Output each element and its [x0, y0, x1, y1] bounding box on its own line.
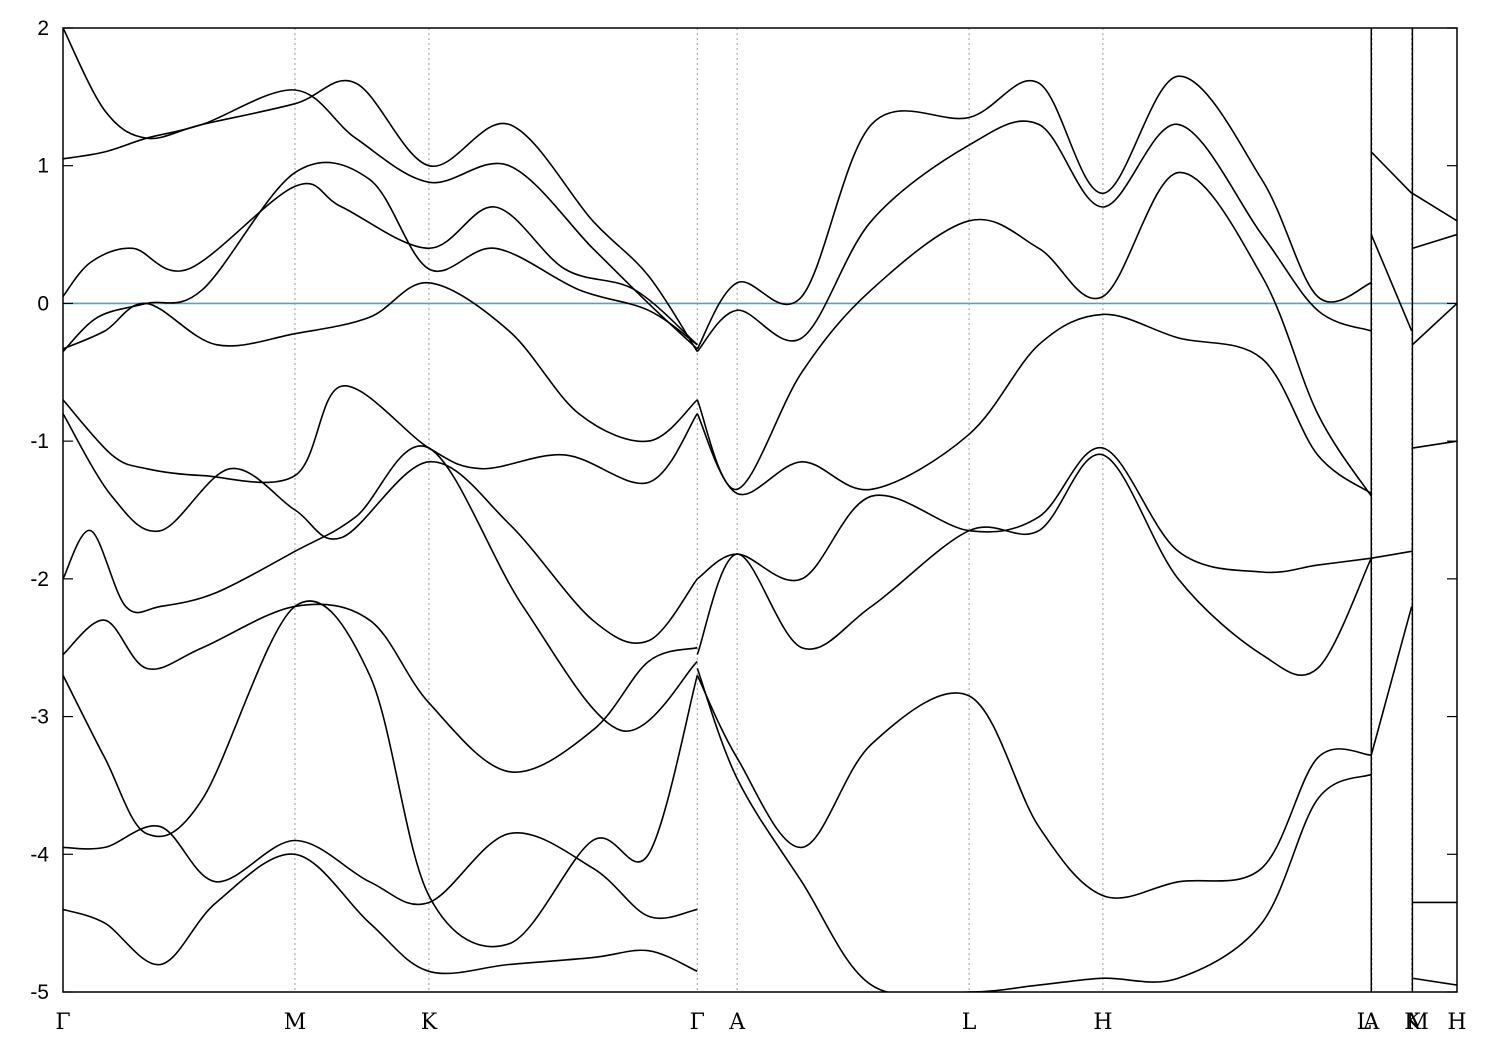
y-tick-label-7: 2: [37, 17, 49, 40]
band-line-21: [1370, 606, 1413, 756]
y-tick-label-5: 0: [37, 292, 49, 315]
band-line-1: [63, 89, 698, 350]
y-tick-label-0: -5: [30, 981, 49, 1004]
band-line-12: [696, 75, 1372, 350]
x-tick-label-8: L: [1357, 1010, 1372, 1035]
x-tick-label-7: A: [1362, 1010, 1380, 1035]
band-line-2: [63, 182, 698, 346]
band-line-24: [1411, 192, 1457, 222]
plot-frame: [62, 27, 1458, 993]
band-line-25: [1412, 233, 1457, 250]
x-tick-label-10: K: [1404, 1010, 1421, 1035]
y-tick-label-1: -4: [30, 843, 49, 866]
x-axis: Γ M K Γ A L H AL MK H: [55, 1010, 1466, 1035]
band-line-6: [63, 413, 698, 645]
y-tick-label-2: -3: [30, 706, 49, 729]
band-line-5: [63, 385, 698, 485]
band-line-20: [1371, 550, 1412, 559]
x-tick-label-3: Γ: [690, 1010, 705, 1035]
x-tick-label-11: H: [1447, 1010, 1466, 1035]
band-line-7: [63, 445, 698, 732]
band-line-19: [696, 668, 1372, 992]
band-line-10: [63, 825, 698, 920]
band-line-18: [696, 674, 1372, 899]
x-tick-label-1: M: [284, 1010, 307, 1035]
x-tick-label-9: M: [1406, 1010, 1429, 1035]
y-tick-label-4: -1: [30, 430, 49, 453]
band-line-16: [696, 447, 1372, 582]
band-lines: [63, 28, 1457, 992]
x-tick-label-2: K: [421, 1010, 438, 1035]
band-line-15: [696, 171, 1372, 497]
band-line-14: [696, 313, 1372, 496]
band-line-22: [1370, 151, 1413, 194]
band-line-9: [63, 600, 699, 948]
band-line-13: [696, 120, 1372, 353]
y-tick-label-6: 1: [37, 155, 49, 178]
x-tick-label-0: Γ: [55, 1010, 70, 1035]
band-line-26: [1411, 302, 1457, 346]
band-line-8: [63, 603, 698, 773]
y-tick-label-3: -2: [30, 568, 49, 591]
band-line-0: [63, 28, 698, 353]
band-line-17: [696, 453, 1373, 677]
section-breaks: [1370, 28, 1414, 992]
x-tick-label-5: L: [962, 1010, 977, 1035]
y-axis: -5 -4 -3 -2 -1 0 1 2: [30, 17, 1457, 1004]
x-tick-label-4: A: [728, 1010, 746, 1035]
band-line-4: [63, 281, 698, 443]
band-line-23: [1370, 234, 1413, 332]
band-line-11: [63, 853, 698, 975]
band-line-29: [1412, 977, 1457, 986]
x-tick-label-6: H: [1093, 1010, 1112, 1035]
band-line-27: [1412, 440, 1457, 449]
